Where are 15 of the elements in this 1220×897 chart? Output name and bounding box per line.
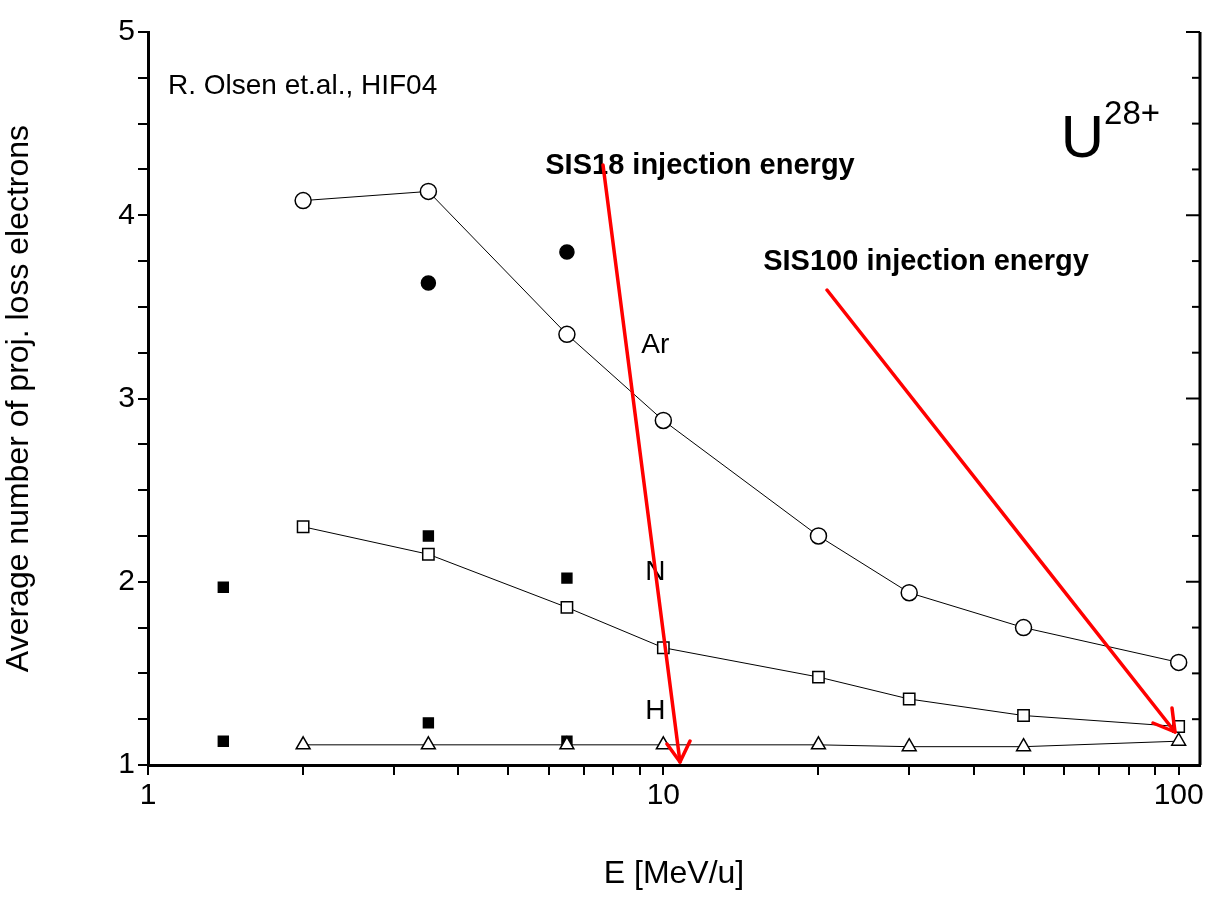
series-label: H xyxy=(645,693,666,725)
x-axis-title: E [MeV/u] xyxy=(603,853,745,890)
series-label: Ar xyxy=(641,328,670,360)
y-axis-title: Average number of proj. loss electrons xyxy=(0,124,36,673)
y-tick-label: 5 xyxy=(118,13,135,47)
x-tick-label: 1 xyxy=(139,777,157,811)
x-tick-label: 10 xyxy=(646,777,681,811)
y-tick-label: 4 xyxy=(118,196,135,230)
x-tick-label: 100 xyxy=(1153,777,1204,811)
y-tick-label: 1 xyxy=(118,746,135,780)
annotation: R. Olsen et.al., HIF04 xyxy=(168,69,438,100)
annotation: SIS18 injection energy xyxy=(545,148,855,180)
annotation: SIS100 injection energy xyxy=(763,244,1089,276)
y-tick-label: 2 xyxy=(118,563,135,597)
y-tick-label: 3 xyxy=(118,379,135,413)
